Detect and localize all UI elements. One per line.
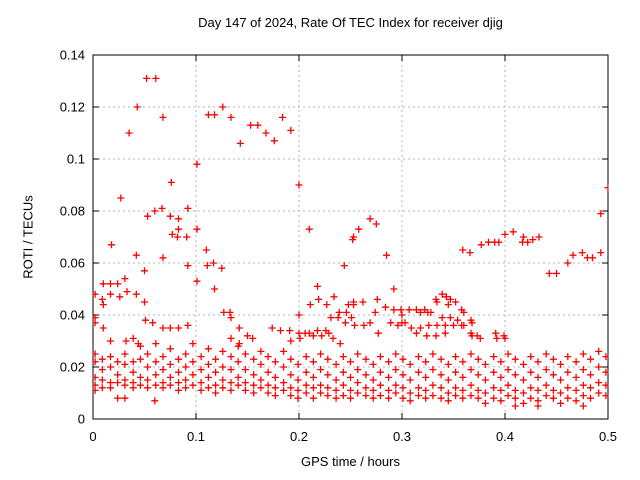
x-axis-label: GPS time / hours xyxy=(301,454,400,469)
x-tick-label: 0.5 xyxy=(599,429,617,444)
y-tick-label: 0.08 xyxy=(60,204,85,219)
y-tick-label: 0.12 xyxy=(60,100,85,115)
x-tick-label: 0.1 xyxy=(187,429,205,444)
x-tick-label: 0.2 xyxy=(290,429,308,444)
plot-border xyxy=(92,54,609,420)
y-tick-label: 0.14 xyxy=(60,48,85,63)
y-tick-label: 0.02 xyxy=(60,360,85,375)
chart-title: Day 147 of 2024, Rate Of TEC Index for r… xyxy=(198,15,503,30)
y-tick-label: 0 xyxy=(78,412,85,427)
y-tick-label: 0.06 xyxy=(60,256,85,271)
y-tick-label: 0.04 xyxy=(60,308,85,323)
x-tick-label: 0.4 xyxy=(496,429,514,444)
scatter-points xyxy=(92,74,609,410)
x-tick-label: 0 xyxy=(89,429,96,444)
x-tick-label: 0.3 xyxy=(393,429,411,444)
y-tick-label: 0.1 xyxy=(67,152,85,167)
